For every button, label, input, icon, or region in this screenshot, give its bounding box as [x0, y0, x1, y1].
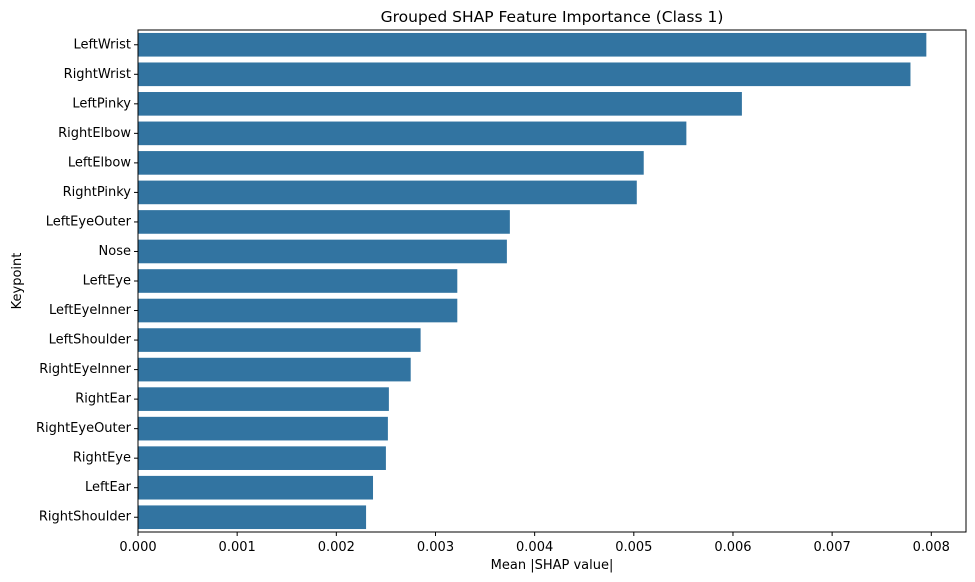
- y-tick-label: LeftWrist: [73, 37, 131, 52]
- x-tick-label: 0.006: [714, 540, 751, 555]
- x-tick-label: 0.005: [615, 540, 652, 555]
- bar: [138, 180, 637, 205]
- bar: [138, 505, 367, 530]
- bar: [138, 239, 507, 264]
- x-tick-label: 0.003: [417, 540, 454, 555]
- bar: [138, 151, 644, 175]
- y-tick-label: LeftPinky: [72, 96, 131, 111]
- bar: [138, 328, 421, 352]
- bar: [138, 269, 458, 293]
- chart-title: Grouped SHAP Feature Importance (Class 1…: [381, 8, 724, 26]
- y-tick-label: LeftEyeInner: [49, 303, 132, 318]
- y-tick-label: RightPinky: [63, 185, 132, 200]
- y-tick-label: LeftShoulder: [49, 333, 132, 348]
- y-tick-label: RightEyeInner: [39, 362, 131, 377]
- bar: [138, 298, 458, 323]
- y-tick-label: RightElbow: [58, 126, 131, 141]
- y-tick-label: LeftElbow: [68, 155, 131, 170]
- bar: [138, 62, 911, 87]
- y-axis-title: Keypoint: [10, 253, 25, 310]
- y-tick-label: RightEar: [75, 392, 131, 407]
- x-axis-title: Mean |SHAP value|: [491, 558, 614, 573]
- bar: [138, 475, 374, 500]
- plot-frame: [137, 29, 967, 533]
- x-tick-label: 0.002: [318, 540, 355, 555]
- bar: [138, 446, 386, 470]
- bar: [138, 92, 742, 116]
- x-tick-label: 0.004: [516, 540, 553, 555]
- bar: [138, 210, 510, 234]
- x-tick-label: 0.008: [913, 540, 950, 555]
- y-tick-label: LeftEyeOuter: [46, 214, 132, 229]
- x-tick-label: 0.000: [119, 540, 156, 555]
- bar: [138, 387, 389, 411]
- x-tick-label: 0.001: [219, 540, 256, 555]
- y-tick-label: Nose: [99, 244, 131, 259]
- bar: [138, 416, 388, 441]
- bar: [138, 32, 927, 57]
- y-tick-label: LeftEar: [85, 480, 132, 495]
- x-tick-label: 0.007: [814, 540, 851, 555]
- y-tick-label: RightShoulder: [39, 510, 132, 525]
- bar: [138, 357, 411, 382]
- y-tick-label: RightEye: [73, 451, 131, 466]
- y-tick-label: RightWrist: [64, 67, 131, 82]
- bar: [138, 121, 687, 146]
- y-tick-label: LeftEye: [83, 274, 131, 289]
- y-tick-label: RightEyeOuter: [36, 421, 132, 436]
